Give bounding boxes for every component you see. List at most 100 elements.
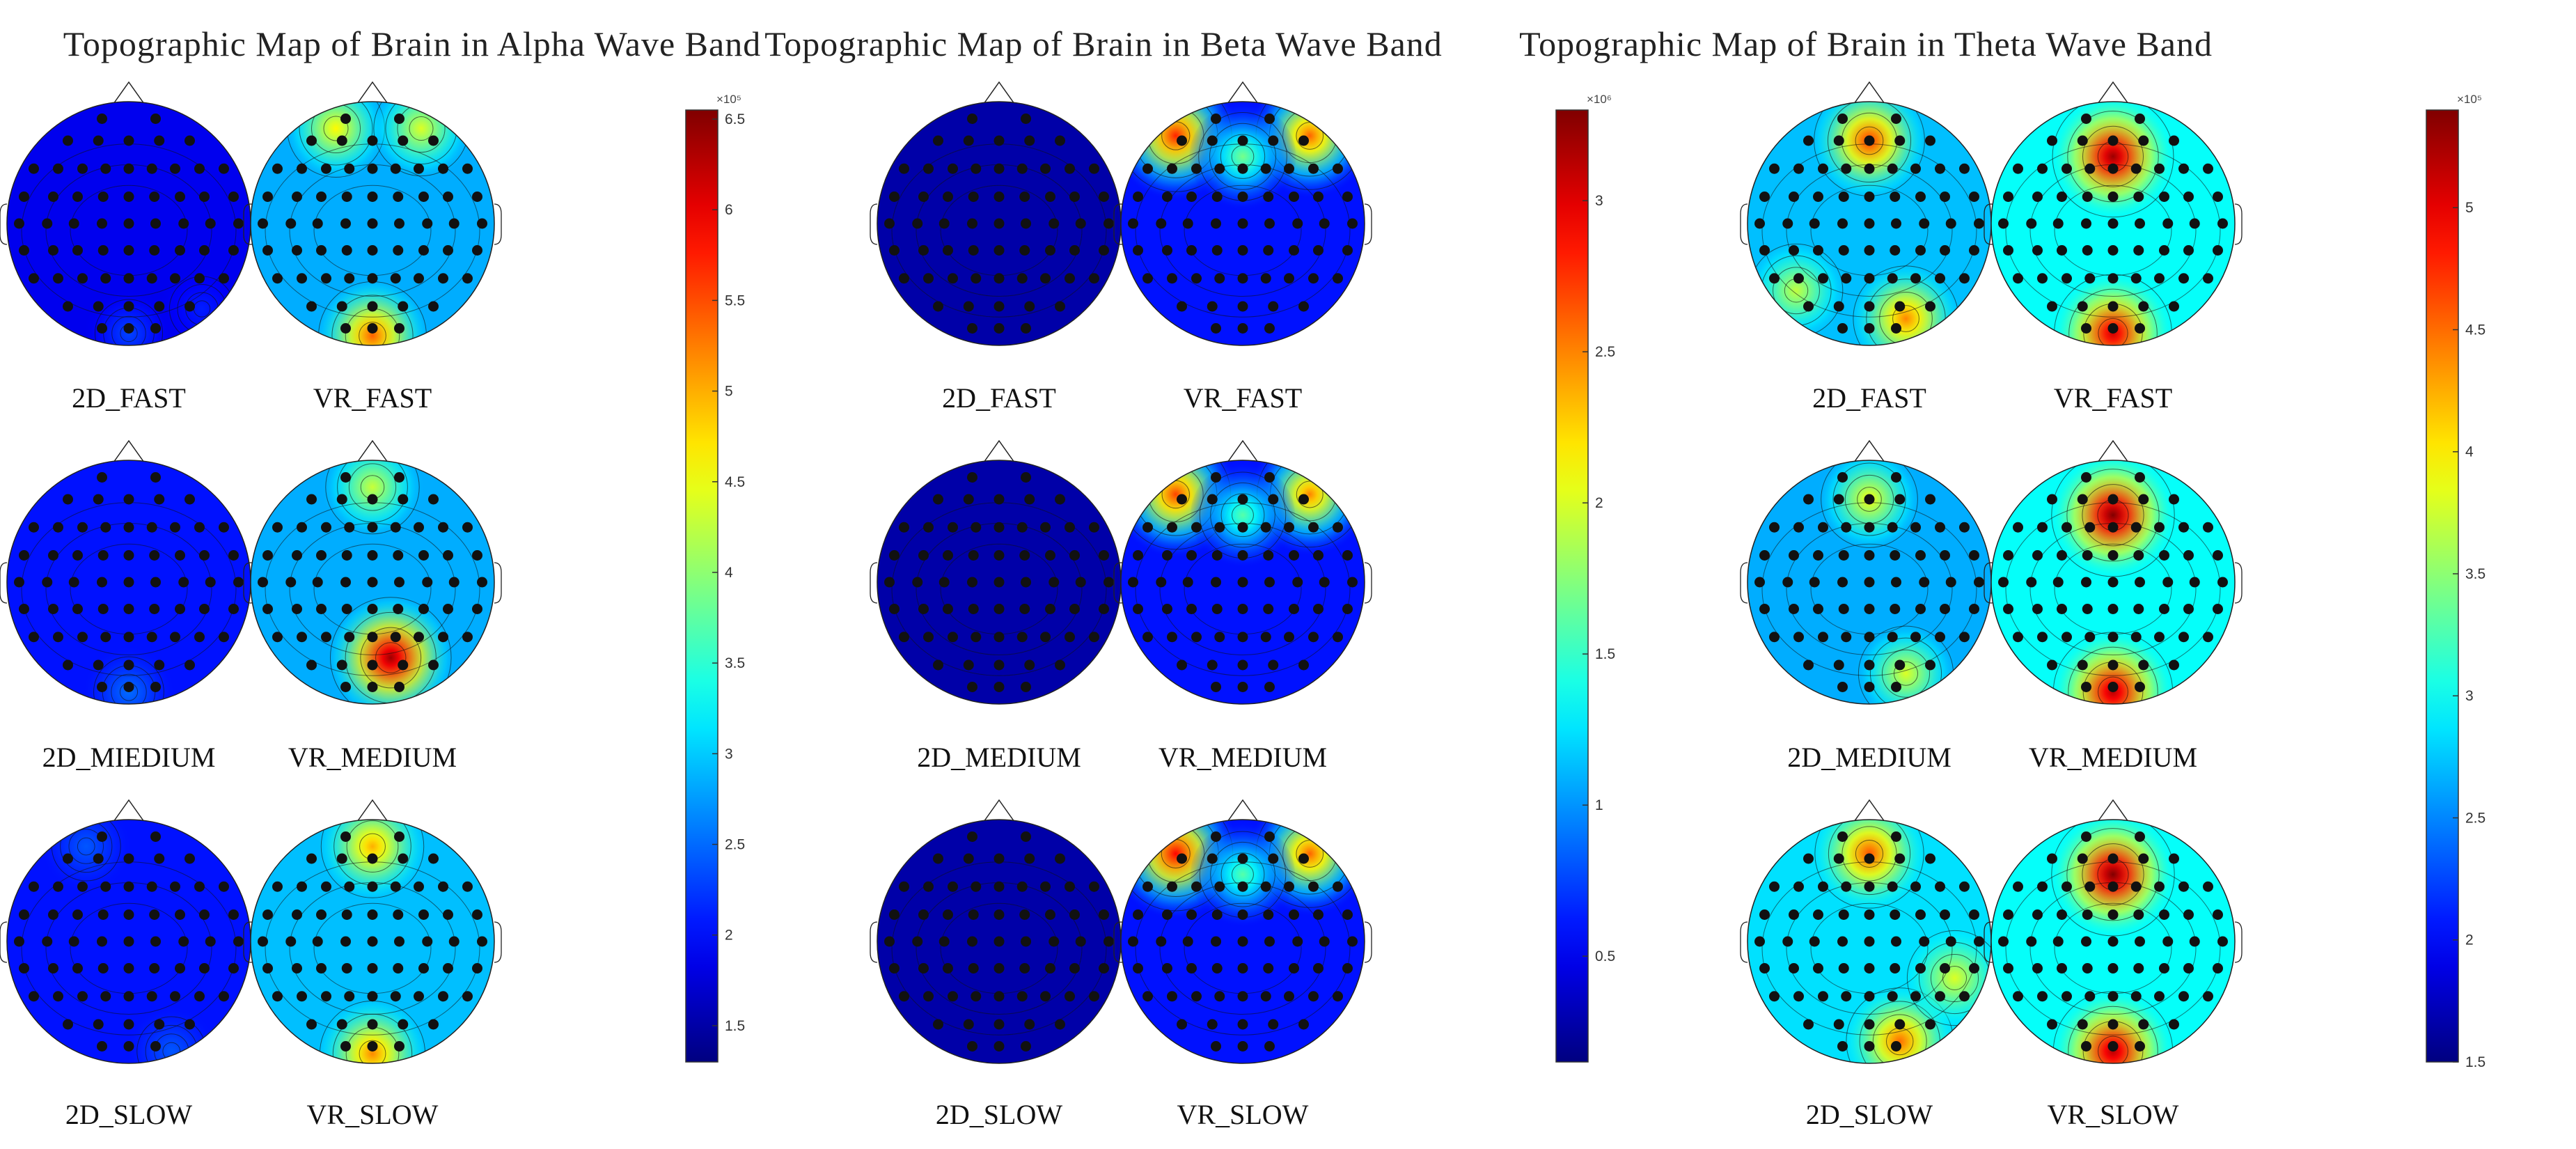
electrode-dot — [418, 909, 429, 920]
electrode-dot — [1167, 881, 1177, 892]
electrode-dot — [2159, 192, 2169, 202]
electrode-dot — [889, 245, 900, 256]
electrode-dot — [2107, 323, 2119, 334]
electrode-dot — [367, 1019, 378, 1030]
electrode-dot — [2032, 550, 2043, 561]
electrode-dot — [438, 991, 448, 1002]
electrode-dot — [316, 245, 327, 256]
electrode-dot — [77, 632, 88, 643]
electrode-dot — [1298, 494, 1309, 505]
electrode-dot — [2061, 522, 2072, 533]
electrode-dot — [994, 323, 1005, 334]
electrode-dot — [1214, 991, 1225, 1002]
electrode-dot — [175, 909, 185, 920]
electrode-dot — [1894, 494, 1906, 505]
electrode-dot — [178, 936, 189, 947]
electrode-dot — [1211, 936, 1221, 947]
electrode-dot — [472, 245, 482, 256]
electrode-dot — [1133, 909, 1143, 920]
electrode-dot — [393, 963, 404, 974]
electrode-dot — [2047, 659, 2057, 671]
electrode-dot — [2130, 632, 2142, 643]
electrode-dot — [2082, 550, 2093, 561]
electrode-dot — [2037, 522, 2048, 533]
contour-line — [1220, 134, 1266, 179]
electrode-dot — [123, 936, 134, 947]
electrode-dot — [1284, 163, 1294, 174]
right-ear-outline — [1364, 921, 1372, 963]
electrode-dot — [219, 273, 229, 284]
electrode-dot — [438, 273, 448, 284]
electrode-dot — [367, 494, 378, 505]
electrode-dot — [1191, 991, 1202, 1002]
electrode-dot — [1864, 323, 1875, 334]
electrode-dot — [2032, 909, 2043, 920]
electrode-dot — [1813, 963, 1823, 974]
contour-line — [2066, 828, 2160, 921]
electrode-dot — [2133, 192, 2144, 202]
electrode-dot — [149, 245, 160, 256]
electrode-dot — [2138, 659, 2149, 671]
electrode-dot — [184, 853, 195, 864]
electrode-dot — [150, 1041, 161, 1052]
electrode-dot — [1260, 522, 1271, 533]
electrode-dot — [2183, 963, 2194, 974]
electrode-dot — [968, 909, 979, 920]
left-ear-outline — [870, 203, 878, 245]
electrode-dot — [967, 472, 977, 483]
electrode-dot — [2189, 218, 2200, 229]
electrode-dot — [1803, 301, 1814, 312]
electrode-dot — [97, 909, 109, 920]
electrode-dot — [2061, 881, 2072, 892]
electrode-dot — [2081, 936, 2091, 947]
electrode-dot — [1292, 218, 1303, 229]
map-label: VR_SLOW — [2048, 1099, 2179, 1130]
electrode-dot — [297, 273, 307, 284]
contour-line — [2098, 1035, 2128, 1063]
contour-line — [2068, 646, 2158, 704]
electrode-dot — [48, 245, 58, 256]
electrode-dot — [1263, 192, 1274, 202]
electrode-dot — [1237, 273, 1248, 284]
electrode-dot — [150, 831, 161, 842]
electrode-dot — [1211, 831, 1221, 842]
topo-map-2d_fast: 2D_FAST — [870, 81, 1129, 414]
activation-hotspot — [2052, 102, 2174, 218]
electrode-dot — [321, 163, 331, 174]
electrode-dot — [2081, 682, 2091, 692]
electrode-dot — [2107, 632, 2119, 643]
electrode-dot — [1289, 245, 1299, 256]
electrode-dot — [1237, 577, 1248, 588]
electrode-dot — [1260, 273, 1271, 284]
electrode-dot — [918, 963, 929, 974]
electrode-dot — [918, 245, 929, 256]
electrode-dot — [2178, 632, 2189, 643]
electrode-dot — [53, 163, 63, 174]
electrode-dot — [1940, 192, 1950, 202]
electrode-dot — [2081, 577, 2091, 588]
electrode-dot — [1292, 936, 1303, 947]
head-outline — [250, 101, 495, 346]
electrode-dot — [1887, 632, 1898, 643]
electrode-dot — [994, 632, 1005, 643]
electrode-dot — [390, 991, 401, 1002]
electrode-dot — [184, 494, 195, 505]
electrode-dot — [146, 632, 157, 643]
contour-line — [1942, 965, 1968, 991]
right-ear-outline — [494, 203, 502, 245]
electrode-dot — [2081, 323, 2091, 334]
electrode-dot — [2130, 881, 2142, 892]
electrode-dot — [184, 1019, 195, 1030]
electrode-dot — [1045, 604, 1055, 614]
electrode-dot — [1055, 135, 1065, 146]
electrode-dot — [1837, 936, 1848, 947]
electrode-dot — [1803, 1019, 1814, 1030]
electrode-dot — [2081, 218, 2091, 229]
electrode-dot — [1974, 218, 1984, 229]
electrode-dot — [2013, 163, 2023, 174]
nose-outline — [983, 799, 1015, 822]
electrode-dot — [418, 604, 429, 614]
electrode-dot — [1260, 163, 1271, 174]
electrode-dot — [1065, 273, 1075, 284]
electrode-dot — [2084, 522, 2096, 533]
